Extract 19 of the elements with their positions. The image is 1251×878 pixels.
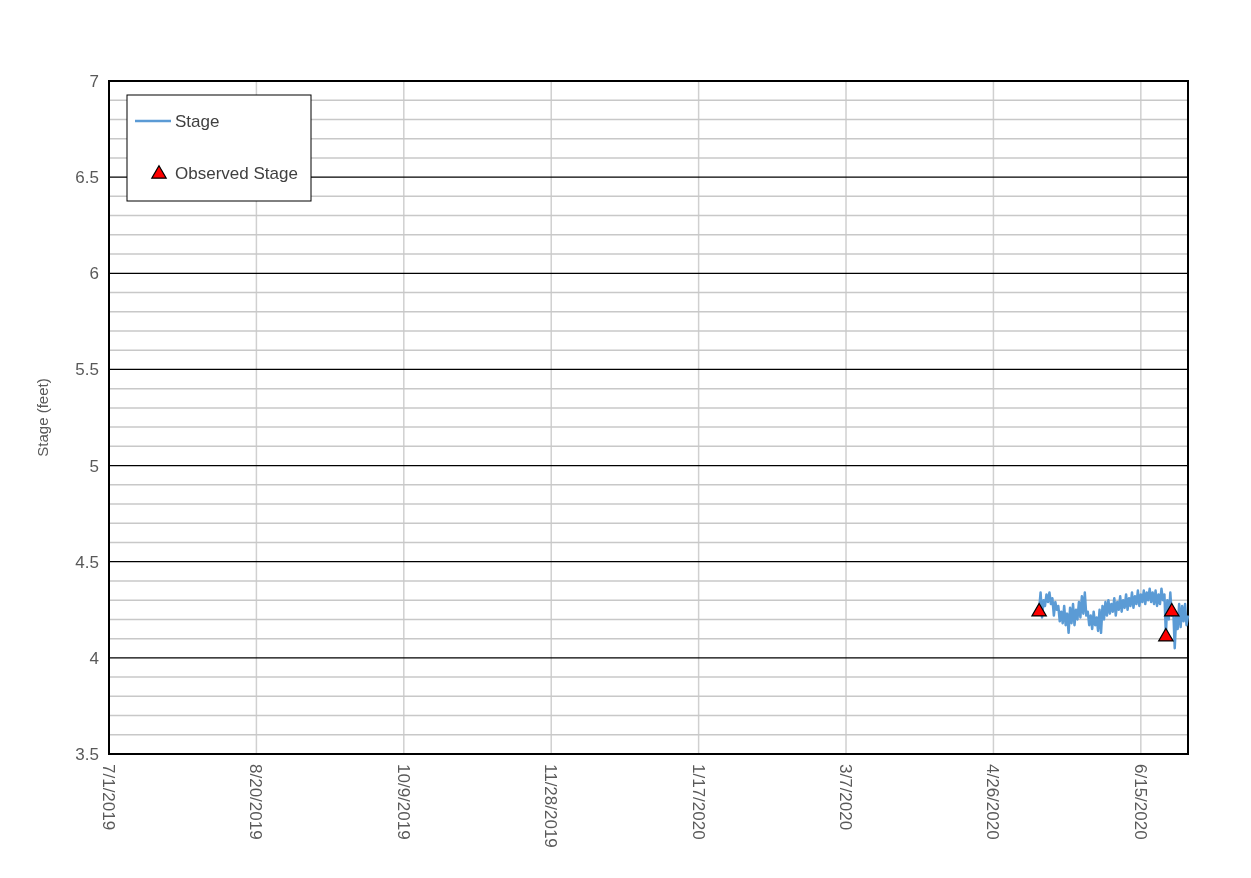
x-tick-label: 4/26/2020	[983, 764, 1003, 840]
x-tick-label: 3/7/2020	[836, 764, 856, 831]
x-tick-label: 1/17/2020	[688, 764, 708, 840]
x-tick-label: 11/28/2019	[541, 764, 561, 848]
y-tick-label: 5.5	[75, 360, 99, 380]
x-tick-label: 6/15/2020	[1130, 764, 1150, 840]
y-tick-label: 5	[89, 456, 99, 476]
y-tick-label: 6.5	[75, 168, 99, 188]
x-tick-label: 7/1/2019	[99, 764, 119, 831]
legend-label: Stage	[175, 111, 220, 131]
y-tick-label: 6	[89, 264, 99, 284]
y-tick-label: 7	[89, 71, 99, 91]
y-tick-label: 3.5	[75, 744, 99, 764]
legend-label: Observed Stage	[175, 163, 298, 183]
y-axis-title: Stage (feet)	[34, 378, 51, 457]
y-tick-label: 4	[89, 648, 99, 668]
x-tick-label: 8/20/2019	[246, 764, 266, 840]
y-tick-label: 4.5	[75, 552, 99, 572]
x-tick-label: 10/9/2019	[393, 764, 413, 840]
